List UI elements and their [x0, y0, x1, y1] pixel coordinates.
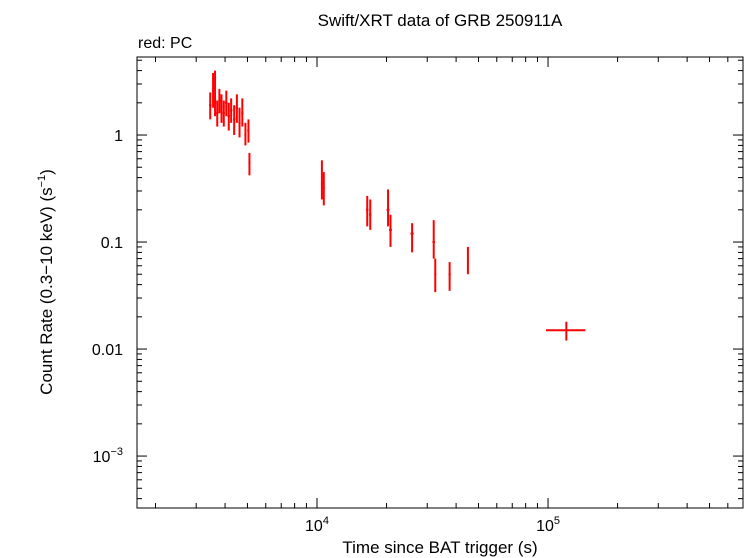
y-tick-label-base: 0.1 — [101, 235, 123, 252]
y-tick-label-base: 0.01 — [92, 342, 123, 359]
y-tick-label: 10−3 — [93, 446, 123, 466]
y-tick-label-base: 10 — [93, 449, 111, 466]
y-tick-label: 0.01 — [92, 342, 123, 359]
x-tick-label: 104 — [305, 515, 329, 535]
x-tick-label-base: 10 — [536, 518, 554, 535]
x-tick-label-exp: 5 — [554, 515, 560, 527]
y-tick-label-exp: −3 — [110, 446, 123, 458]
y-axis-label-suffix: ) — [37, 169, 56, 175]
plot-frame — [136, 56, 744, 509]
y-tick-label: 0.1 — [101, 235, 123, 252]
y-axis-label-sup: −1 — [36, 175, 48, 188]
y-tick-label: 1 — [114, 128, 123, 145]
x-tick-label-base: 10 — [305, 518, 323, 535]
subtitle: red: PC — [138, 35, 192, 52]
y-tick-label-base: 1 — [114, 128, 123, 145]
y-axis-label-text: Count Rate (0.3−10 keV) (s — [37, 187, 56, 394]
chart-title: Swift/XRT data of GRB 250911A — [318, 11, 563, 30]
y-axis-label: Count Rate (0.3−10 keV) (s−1) — [36, 169, 56, 395]
x-axis-label: Time since BAT trigger (s) — [342, 538, 537, 557]
x-tick-label: 105 — [536, 515, 560, 535]
x-tick-label-exp: 4 — [323, 515, 329, 527]
